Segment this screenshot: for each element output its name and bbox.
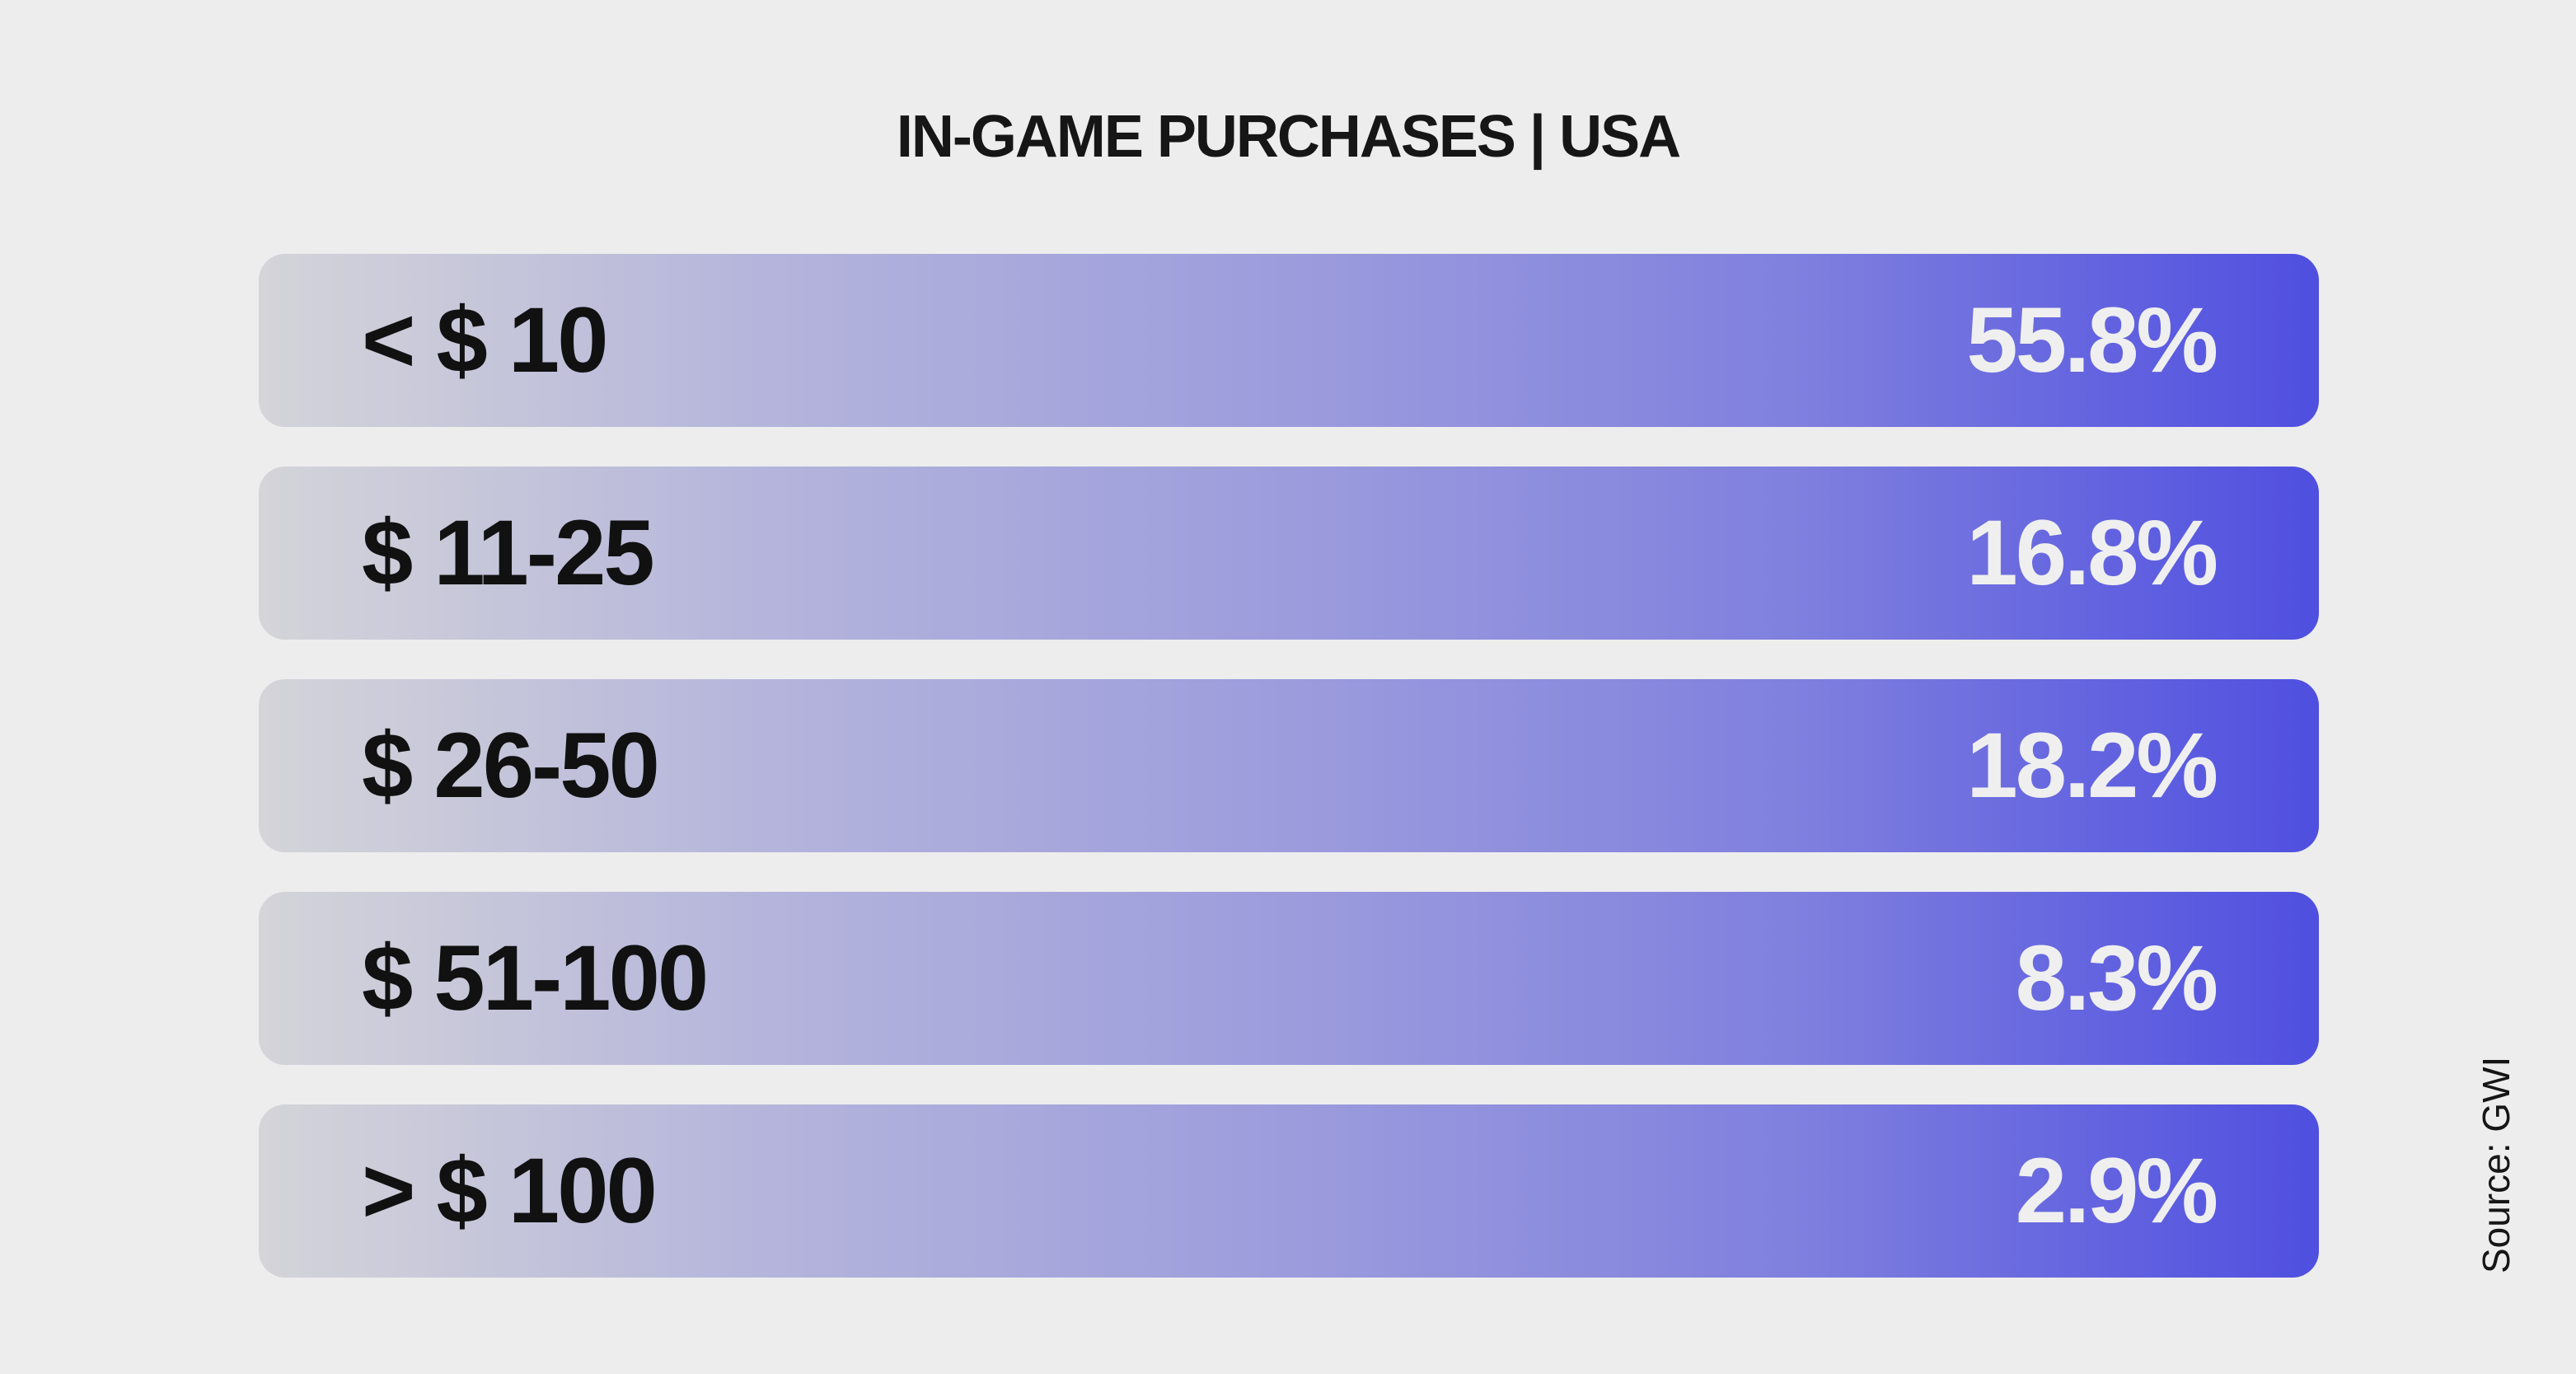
chart-title: IN-GAME PURCHASES | USA — [896, 104, 1681, 170]
value-label: 8.3% — [2015, 926, 2218, 1029]
bar-row: $ 11-25 16.8% — [259, 467, 2319, 640]
value-label: 2.9% — [2015, 1139, 2218, 1242]
value-label: 16.8% — [1966, 501, 2218, 604]
category-label: $ 51-100 — [362, 926, 709, 1029]
category-label: < $ 10 — [362, 288, 609, 392]
source-note: Source: GWI — [2475, 1056, 2517, 1273]
value-label: 18.2% — [1966, 714, 2218, 817]
bar-rows: < $ 10 55.8% $ 11-25 16.8% $ 26-50 18.2%… — [259, 254, 2319, 1317]
category-label: > $ 100 — [362, 1139, 658, 1242]
category-label: $ 11-25 — [362, 501, 655, 604]
value-label: 55.8% — [1966, 288, 2218, 392]
category-label: $ 26-50 — [362, 714, 660, 817]
bar-row: $ 51-100 8.3% — [259, 892, 2319, 1065]
bar-row: > $ 100 2.9% — [259, 1104, 2319, 1278]
bar-row: $ 26-50 18.2% — [259, 679, 2319, 852]
bar-row: < $ 10 55.8% — [259, 254, 2319, 427]
